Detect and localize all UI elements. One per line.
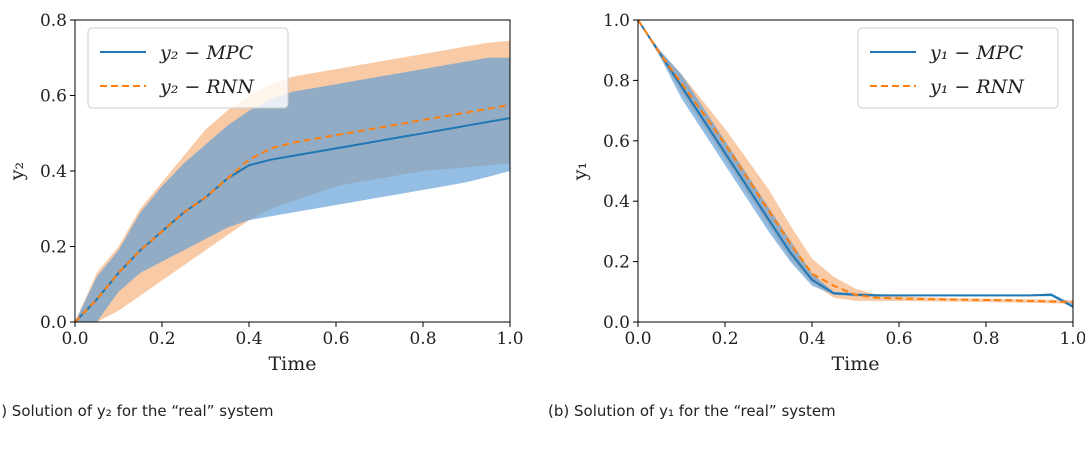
chart-panel-b: 0.0 0.2 0.4 0.6 0.8 1.0 0.0 0.2 0.4 0.6 0.8 1.0 Time… [569, 11, 1085, 375]
y-axis-label: y₂ [6, 162, 28, 181]
x-tick-label: 0.6 [885, 329, 912, 349]
caption-b: (b) Solution of y₁ for the “real” system [548, 402, 836, 420]
y-tick-label: 0.8 [603, 71, 630, 91]
x-tick-label: 0.0 [624, 329, 651, 349]
legend-label-rnn: y₁ − RNN [929, 76, 1025, 98]
y-tick-label: 0.6 [40, 87, 67, 107]
chart-panel-a: 0.0 0.2 0.4 0.6 0.8 1.0 0.0 0.2 0.4 0.6 0.8 Time y₂ y… [6, 11, 524, 375]
x-tick-label: 0.2 [711, 329, 738, 349]
x-tick-label: 0.8 [972, 329, 999, 349]
x-tick-label: 0.8 [409, 329, 436, 349]
y-tick-label: 0.2 [603, 253, 630, 273]
band-mpc [638, 20, 1073, 307]
caption-a: a) Solution of y₂ for the “real” system [0, 402, 274, 420]
series-line-rnn [74, 103, 511, 323]
legend-label-mpc: y₂ − MPC [159, 42, 254, 64]
y-tick-label: 0.8 [40, 11, 67, 31]
x-tick-label: 0.2 [148, 329, 175, 349]
figure: 0.0 0.2 0.4 0.6 0.8 1.0 0.0 0.2 0.4 0.6 0.8 Time y₂ y… [6, 11, 1085, 375]
y-tick-label: 0.6 [603, 132, 630, 152]
series-line-rnn [637, 19, 1074, 304]
y-tick-label: 1.0 [603, 11, 630, 31]
y-tick-label: 0.0 [40, 313, 67, 333]
x-tick-label: 0.4 [235, 329, 262, 349]
legend-box [87, 27, 289, 109]
x-axis-label: Time [268, 353, 316, 375]
legend-label-mpc: y₁ − MPC [929, 42, 1024, 64]
plot-frame [637, 19, 1074, 323]
y-tick-label: 0.0 [603, 313, 630, 333]
x-tick-label: 0.0 [61, 329, 88, 349]
y-tick-label: 0.2 [40, 238, 67, 258]
x-tick-label: 0.6 [322, 329, 349, 349]
series-line-mpc [74, 117, 511, 323]
x-axis-label: Time [831, 353, 879, 375]
x-tick-label: 0.4 [798, 329, 825, 349]
x-tick-label: 1.0 [496, 329, 523, 349]
legend-box [857, 27, 1059, 109]
y-tick-label: 0.4 [603, 192, 630, 212]
y-axis-label: y₁ [569, 162, 591, 181]
legend-label-rnn: y₂ − RNN [159, 76, 255, 98]
x-tick-label: 1.0 [1059, 329, 1085, 349]
y-tick-label: 0.4 [40, 162, 67, 182]
